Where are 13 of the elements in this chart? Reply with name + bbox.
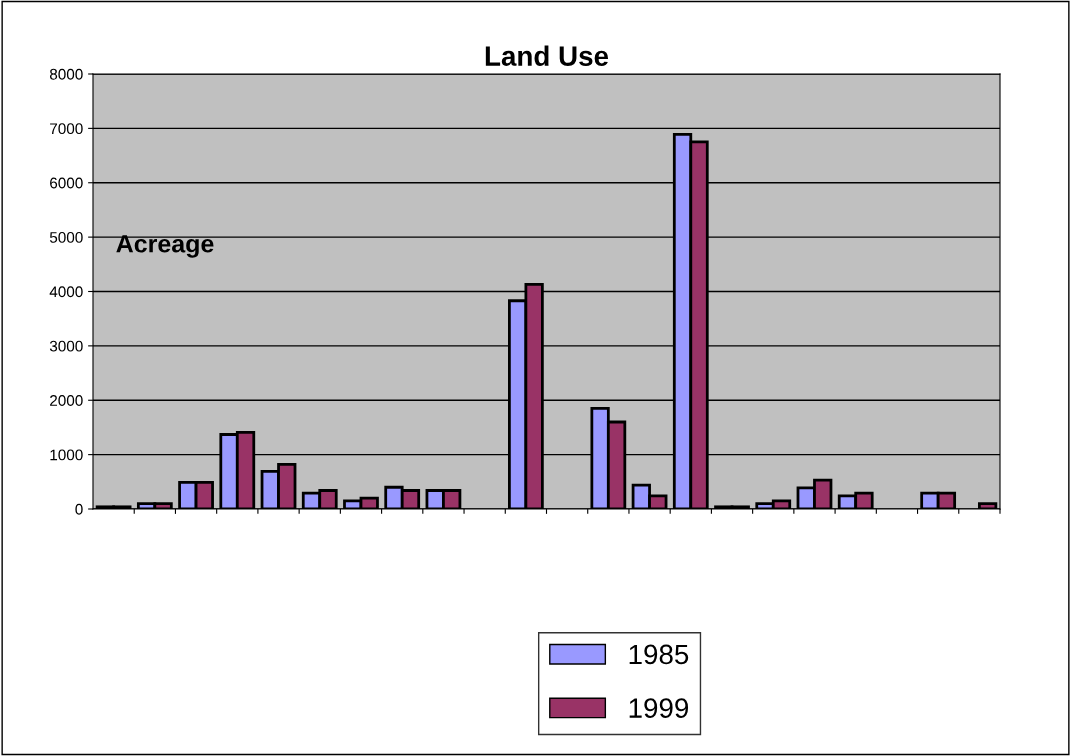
legend-label: 1985 [629, 644, 689, 665]
y-tick-label: 7000 [50, 123, 83, 135]
y-tick-label: 1000 [50, 449, 83, 461]
y-tick-label: 0 [75, 503, 83, 515]
y-axis-title: Acreage [116, 235, 214, 258]
chart-title: Land Use [485, 45, 609, 66]
legend-label: 1999 [629, 698, 689, 718]
y-tick-label: 6000 [50, 177, 83, 189]
y-tick-label: 3000 [49, 340, 83, 352]
y-tick-label: 8000 [49, 68, 83, 80]
y-tick-label: 5000 [49, 231, 83, 243]
y-tick-label: 2000 [50, 395, 83, 406]
y-tick-label: 4000 [49, 286, 83, 298]
